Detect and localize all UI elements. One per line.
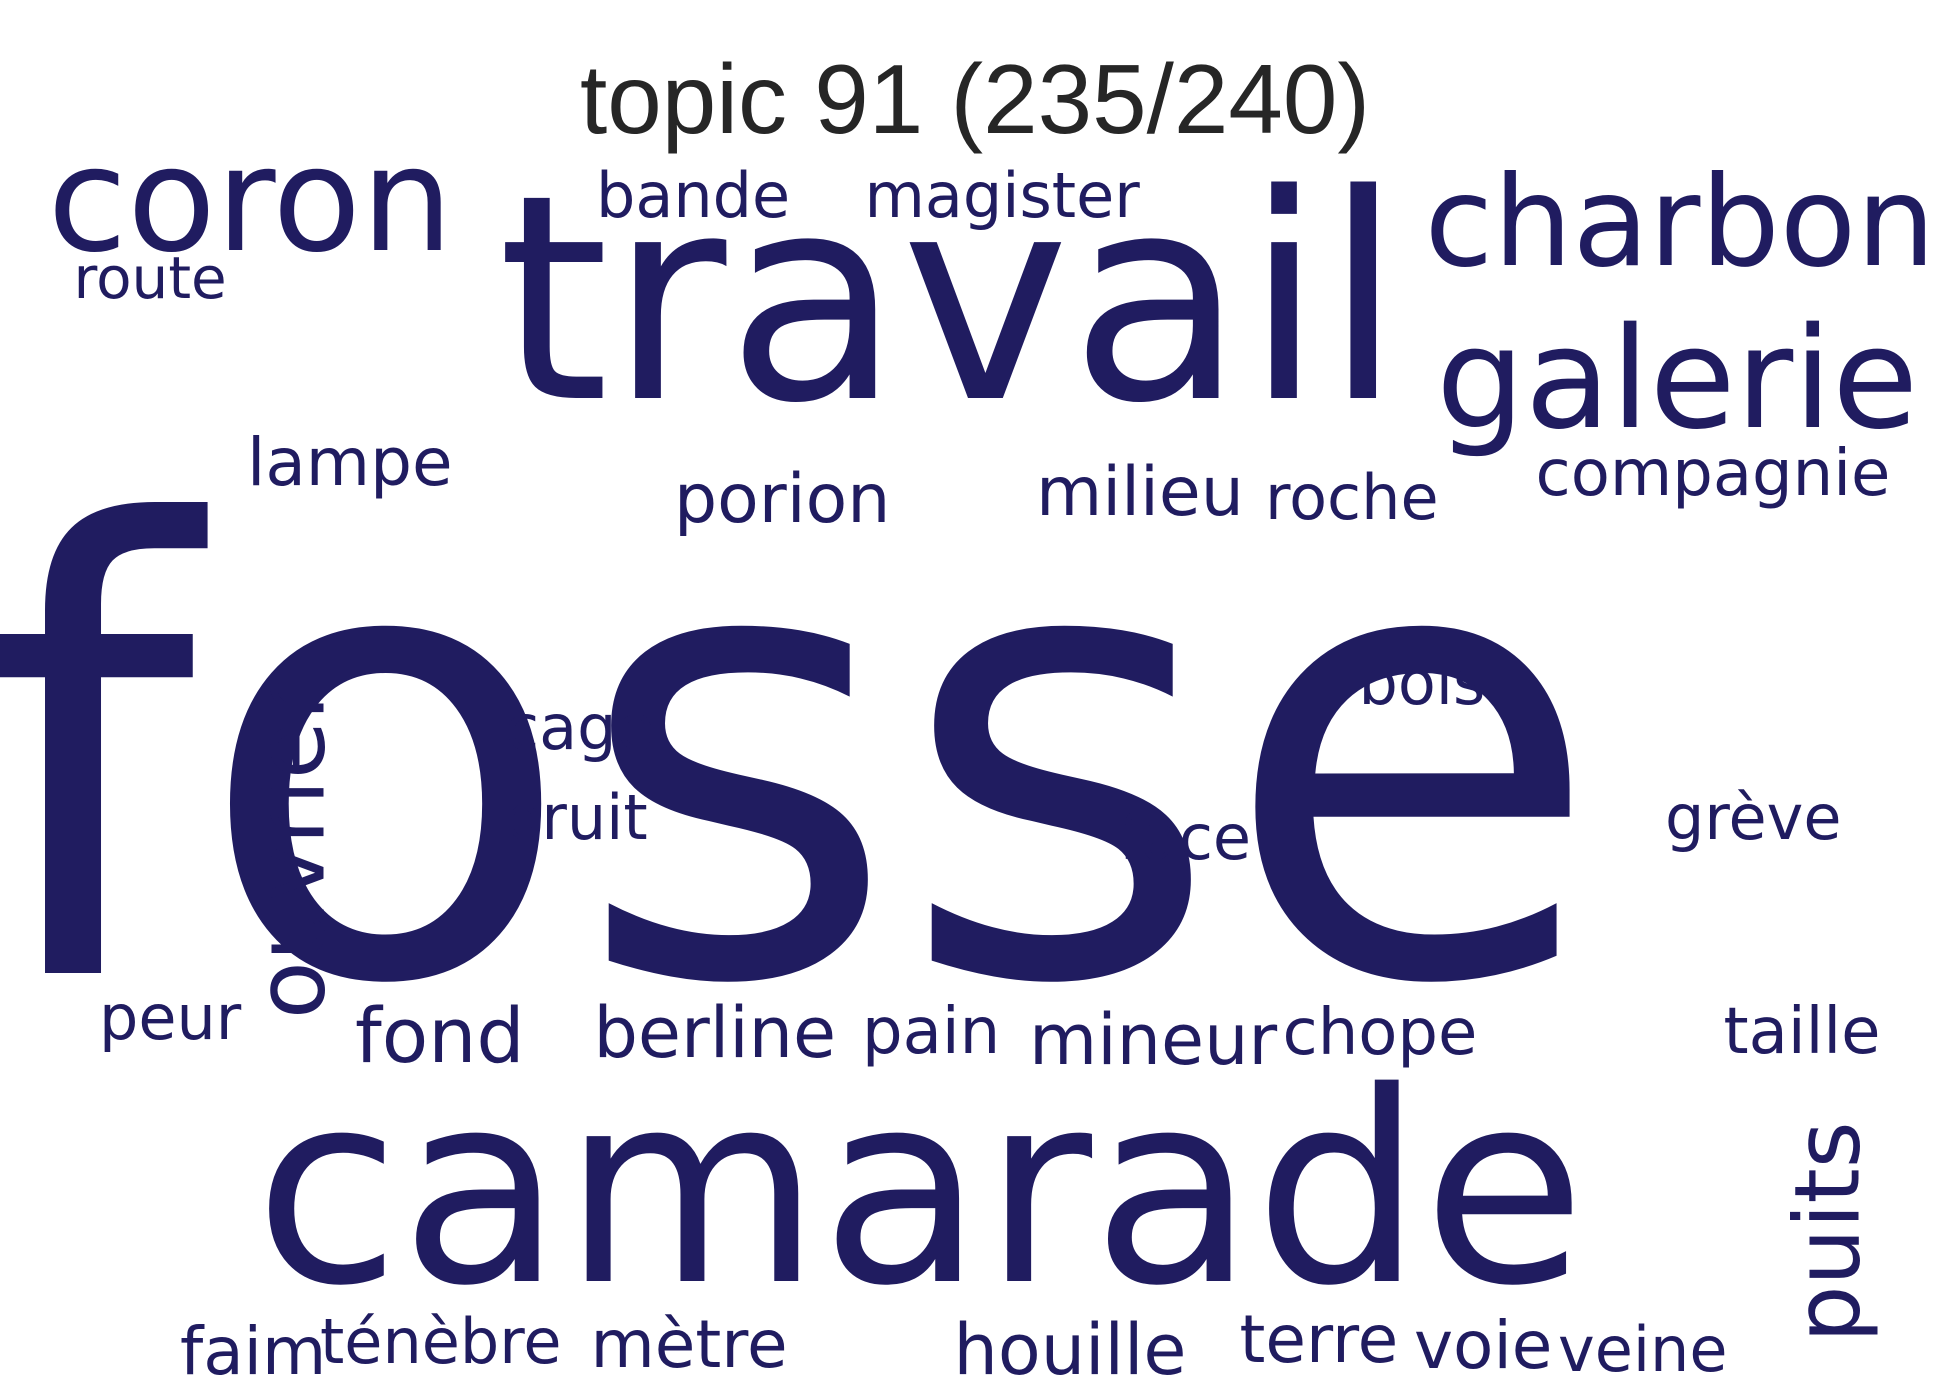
word-3: coron [47,115,453,285]
word-10: route [73,244,227,312]
word-0: fosse [0,399,1603,1120]
word-11: lampe [247,424,453,501]
word-33: voie [1414,1307,1553,1384]
word-27: taille [1723,995,1881,1069]
word-26: chope [1282,996,1478,1070]
word-31: houille [953,1309,1187,1391]
word-18: bruit [502,781,648,854]
word-17: cage [505,691,655,764]
word-21: peur [99,981,242,1054]
word-16: bois [1358,646,1486,719]
word-14: roche [1265,461,1439,534]
word-7: puits [1775,1121,1881,1343]
word-15: compagnie [1535,437,1891,511]
word-13: milieu [1036,453,1244,532]
word-25: mineur [1029,999,1278,1081]
word-29: ténèbre [320,1305,562,1378]
word-23: berline [593,992,837,1074]
word-5: galerie [1436,298,1919,461]
word-4: charbon [1424,149,1936,295]
word-34: veine [1558,1313,1728,1386]
word-22: fond [355,991,525,1080]
word-20: grève [1665,781,1842,854]
word-28: faim [180,1313,327,1390]
word-2: camarade [254,1035,1586,1344]
word-8: bande [596,159,791,232]
word-9: magister [864,159,1140,232]
word-32: terre [1239,1301,1399,1378]
word-1: travail [497,133,1403,466]
word-24: pain [862,995,1001,1069]
word-6: ouvrier [236,681,347,1019]
chart-title: topic 91 (235/240) [580,44,1370,154]
word-19: face [1119,801,1252,874]
word-30: mètre [590,1306,788,1383]
word-12: porion [674,460,891,539]
